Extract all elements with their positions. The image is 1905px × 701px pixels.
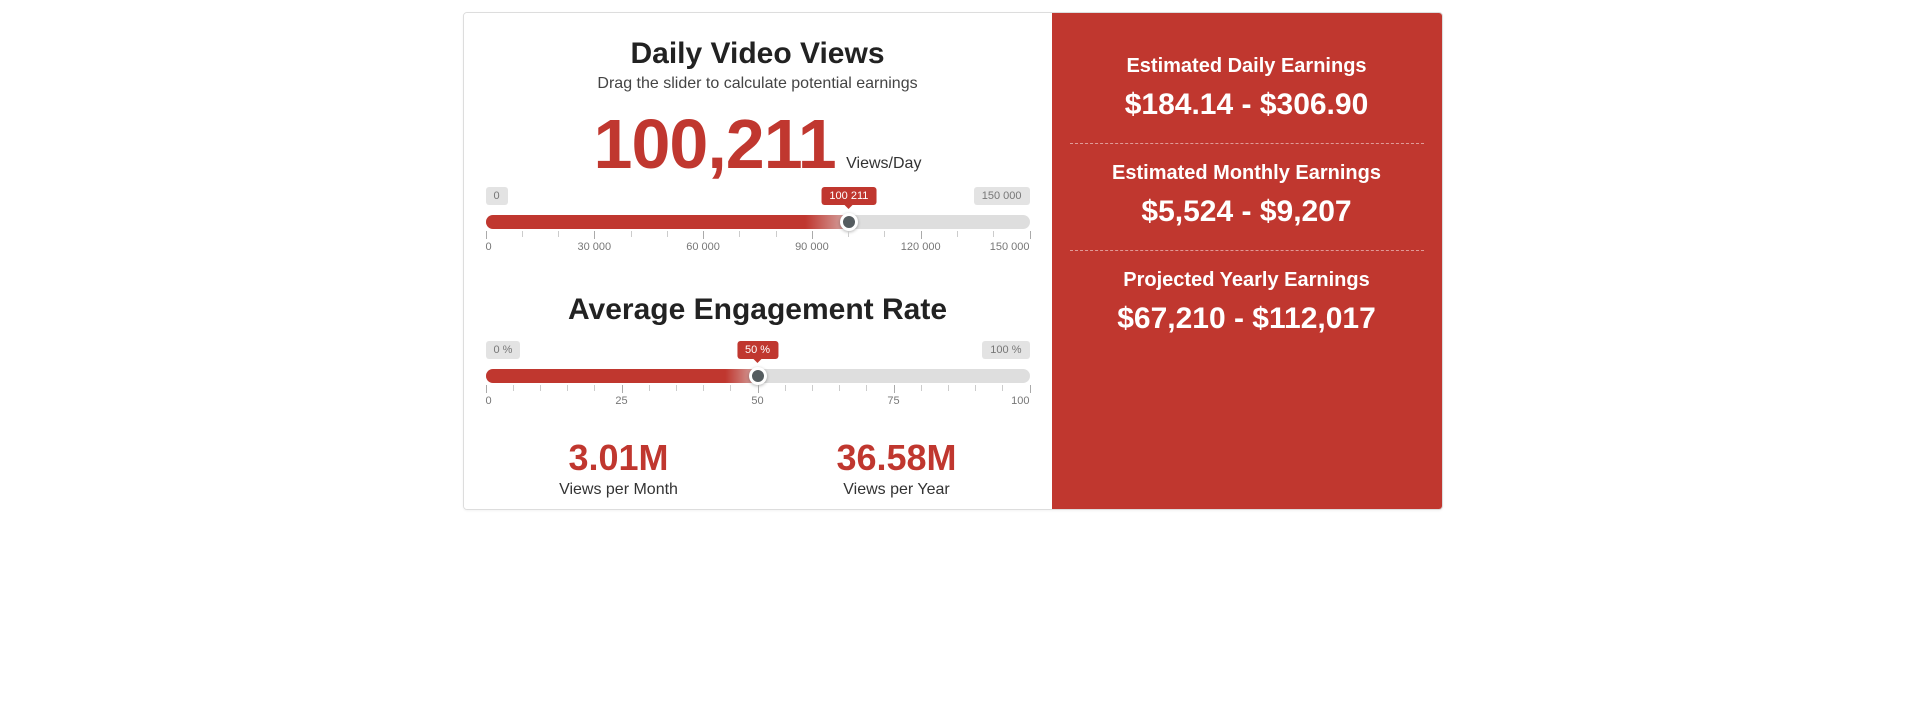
stat-monthly-value: 3.01M xyxy=(480,437,758,479)
engagement-slider[interactable]: 0 % 50 % 100 % 0255075100 xyxy=(480,341,1036,411)
stat-yearly-label: Views per Year xyxy=(758,481,1036,499)
yearly-earnings-block: Projected Yearly Earnings $67,210 - $112… xyxy=(1070,251,1424,357)
daily-views-value: 100,211 xyxy=(594,109,836,179)
engagement-slider-value-label: 50 % xyxy=(737,341,778,359)
daily-views-title: Daily Video Views xyxy=(480,37,1036,71)
yearly-earnings-title: Projected Yearly Earnings xyxy=(1070,269,1424,292)
views-slider[interactable]: 0 100 211 150 000 030 00060 00090 000120… xyxy=(480,187,1036,257)
views-slider-ticks xyxy=(486,231,1030,241)
daily-views-value-wrap: 100,211 Views/Day xyxy=(480,109,1036,179)
engagement-title: Average Engagement Rate xyxy=(480,293,1036,327)
view-stats-row: 3.01M Views per Month 36.58M Views per Y… xyxy=(480,437,1036,499)
daily-views-unit: Views/Day xyxy=(846,155,921,172)
views-slider-tick-labels: 030 00060 00090 000120 000150 000 xyxy=(486,241,1030,257)
views-slider-track[interactable] xyxy=(486,215,1030,229)
earnings-calculator-card: Daily Video Views Drag the slider to cal… xyxy=(463,12,1443,510)
engagement-slider-thumb[interactable] xyxy=(749,367,767,385)
monthly-earnings-block: Estimated Monthly Earnings $5,524 - $9,2… xyxy=(1070,144,1424,250)
stat-yearly: 36.58M Views per Year xyxy=(758,437,1036,499)
earnings-panel: Estimated Daily Earnings $184.14 - $306.… xyxy=(1052,13,1442,509)
engagement-slider-max-label: 100 % xyxy=(982,341,1029,359)
engagement-slider-track[interactable] xyxy=(486,369,1030,383)
views-slider-fill xyxy=(486,215,849,229)
engagement-slider-min-label: 0 % xyxy=(486,341,521,359)
left-panel: Daily Video Views Drag the slider to cal… xyxy=(464,13,1052,509)
stat-yearly-value: 36.58M xyxy=(758,437,1036,479)
stat-monthly: 3.01M Views per Month xyxy=(480,437,758,499)
daily-earnings-value: $184.14 - $306.90 xyxy=(1070,88,1424,121)
engagement-section: Average Engagement Rate 0 % 50 % 100 % 0… xyxy=(480,293,1036,499)
stat-monthly-label: Views per Month xyxy=(480,481,758,499)
engagement-slider-ticks xyxy=(486,385,1030,395)
views-slider-min-label: 0 xyxy=(486,187,508,205)
views-slider-max-label: 150 000 xyxy=(974,187,1030,205)
daily-earnings-title: Estimated Daily Earnings xyxy=(1070,55,1424,78)
views-slider-thumb[interactable] xyxy=(840,213,858,231)
monthly-earnings-title: Estimated Monthly Earnings xyxy=(1070,162,1424,185)
engagement-slider-fill xyxy=(486,369,758,383)
daily-views-subtitle: Drag the slider to calculate potential e… xyxy=(480,75,1036,93)
daily-earnings-block: Estimated Daily Earnings $184.14 - $306.… xyxy=(1070,37,1424,143)
engagement-slider-tick-labels: 0255075100 xyxy=(486,395,1030,411)
monthly-earnings-value: $5,524 - $9,207 xyxy=(1070,195,1424,228)
views-slider-value-label: 100 211 xyxy=(821,187,876,205)
yearly-earnings-value: $67,210 - $112,017 xyxy=(1070,302,1424,335)
